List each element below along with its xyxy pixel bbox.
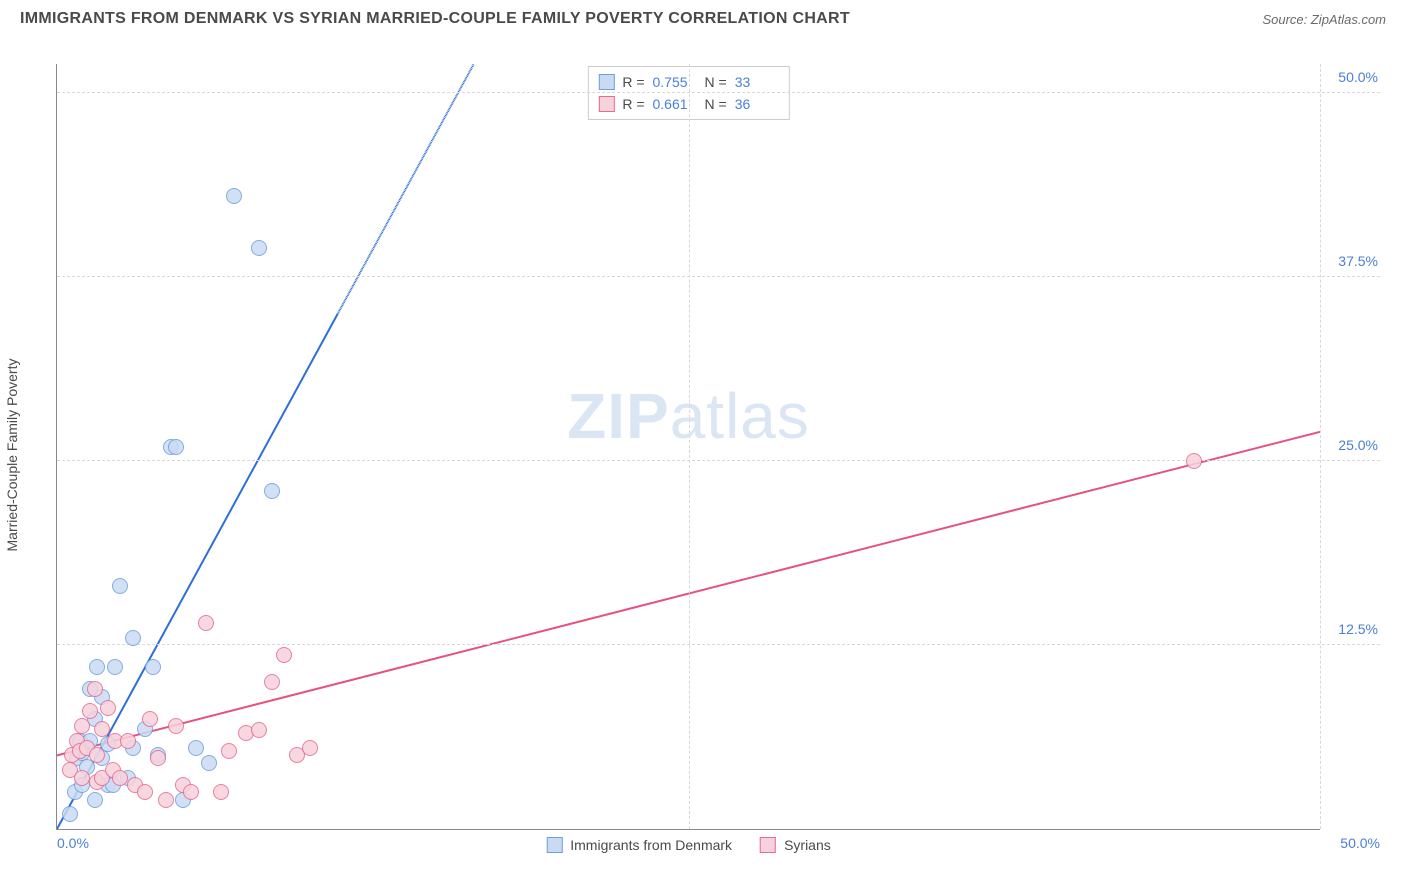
swatch-denmark [598,74,614,90]
gridline-v [689,64,690,829]
swatch-syrians [760,837,776,853]
data-point-denmark [112,578,128,594]
data-point-syrians [87,681,103,697]
y-axis-label: Married-Couple Family Poverty [4,359,20,552]
y-tick-label: 50.0% [1338,69,1380,85]
data-point-syrians [168,718,184,734]
n-value-syrians: 36 [735,93,779,115]
data-point-denmark [107,659,123,675]
r-value-denmark: 0.755 [653,71,697,93]
data-point-syrians [1186,453,1202,469]
y-tick-label: 37.5% [1338,253,1380,269]
watermark-bold: ZIP [567,380,670,452]
data-point-denmark [125,630,141,646]
data-point-syrians [158,792,174,808]
series-legend: Immigrants from Denmark Syrians [546,837,831,853]
legend-item-syrians: Syrians [760,837,831,853]
swatch-syrians [598,96,614,112]
legend-label-denmark: Immigrants from Denmark [570,837,732,853]
data-point-denmark [226,188,242,204]
data-point-syrians [74,718,90,734]
watermark-rest: atlas [670,380,810,452]
data-point-denmark [188,740,204,756]
data-point-denmark [145,659,161,675]
data-point-denmark [264,483,280,499]
x-origin-label: 0.0% [57,835,89,851]
data-point-syrians [112,770,128,786]
gridline-h [57,644,1380,645]
n-value-denmark: 33 [735,71,779,93]
data-point-denmark [201,755,217,771]
gridline-h [57,276,1380,277]
r-value-syrians: 0.661 [653,93,697,115]
data-point-syrians [221,743,237,759]
n-label: N = [705,93,727,115]
data-point-syrians [82,703,98,719]
gridline-h [57,92,1380,93]
y-tick-label: 12.5% [1338,621,1380,637]
data-point-denmark [168,439,184,455]
data-point-syrians [302,740,318,756]
chart-container: Married-Couple Family Poverty ZIPatlas R… [20,40,1386,870]
plot-area: ZIPatlas R = 0.755 N = 33 R = 0.661 N = … [56,64,1320,830]
data-point-syrians [264,674,280,690]
data-point-syrians [276,647,292,663]
n-label: N = [705,71,727,93]
data-point-syrians [183,784,199,800]
r-label: R = [622,93,644,115]
chart-title: IMMIGRANTS FROM DENMARK VS SYRIAN MARRIE… [20,10,850,28]
data-point-syrians [137,784,153,800]
data-point-syrians [150,750,166,766]
data-point-syrians [89,747,105,763]
data-point-denmark [87,792,103,808]
legend-label-syrians: Syrians [784,837,831,853]
x-max-label: 50.0% [1340,835,1380,851]
data-point-syrians [100,700,116,716]
data-point-denmark [62,806,78,822]
data-point-syrians [251,722,267,738]
gridline-v [1320,64,1321,829]
legend-item-denmark: Immigrants from Denmark [546,837,732,853]
data-point-syrians [142,711,158,727]
data-point-syrians [198,615,214,631]
swatch-denmark [546,837,562,853]
source-attribution: Source: ZipAtlas.com [1262,12,1386,27]
data-point-syrians [120,733,136,749]
data-point-denmark [251,240,267,256]
r-label: R = [622,71,644,93]
y-tick-label: 25.0% [1338,437,1380,453]
data-point-syrians [213,784,229,800]
data-point-syrians [74,770,90,786]
gridline-h [57,460,1380,461]
data-point-denmark [89,659,105,675]
